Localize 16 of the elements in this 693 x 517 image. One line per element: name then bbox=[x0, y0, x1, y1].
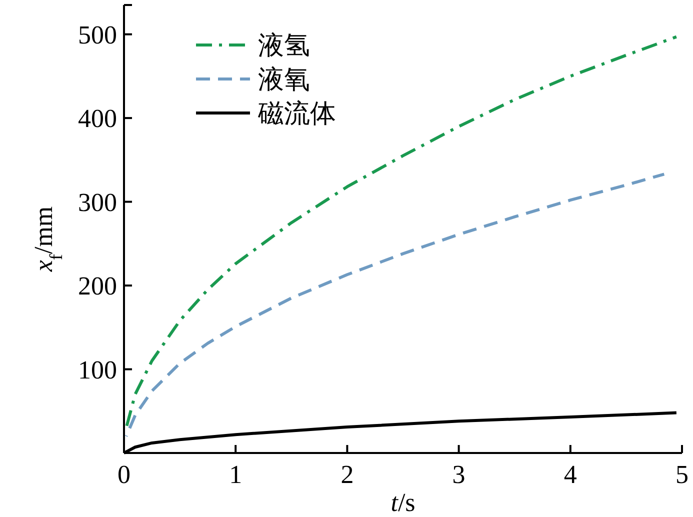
y-tick-label: 400 bbox=[78, 104, 117, 134]
y-tick-label: 100 bbox=[78, 355, 117, 384]
x-tick-label: 5 bbox=[676, 460, 688, 489]
x-tick-label: 0 bbox=[118, 460, 130, 489]
x-tick-label: 2 bbox=[340, 460, 354, 489]
legend-label: 磁流体 bbox=[257, 99, 336, 128]
x-axis-title: t/s bbox=[390, 488, 416, 517]
y-tick-label: 500 bbox=[78, 20, 117, 50]
line-series bbox=[124, 172, 666, 438]
y-tick-label: 300 bbox=[78, 188, 117, 217]
legend-label: 液氢 bbox=[258, 31, 310, 60]
x-tick-label: 1 bbox=[229, 460, 242, 489]
x-tick-label: 4 bbox=[564, 460, 577, 489]
legend-label: 液氧 bbox=[258, 65, 310, 94]
y-tick-label: 200 bbox=[78, 272, 117, 301]
x-tick-label: 3 bbox=[452, 460, 466, 489]
